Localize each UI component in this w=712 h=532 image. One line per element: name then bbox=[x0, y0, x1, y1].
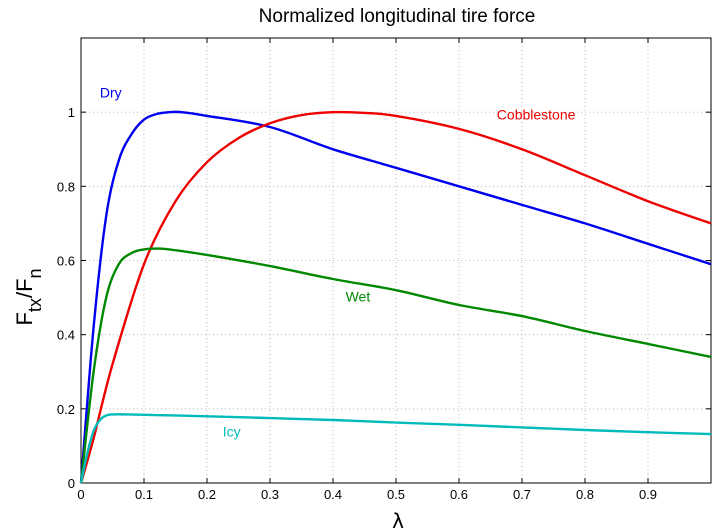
y-tick-label: 1 bbox=[68, 105, 75, 120]
series-line-cobblestone bbox=[79, 110, 712, 484]
x-tick-label: 0.8 bbox=[576, 487, 594, 502]
y-tick-label: 0.8 bbox=[57, 179, 75, 194]
y-label-sep: /F bbox=[12, 278, 37, 298]
annotation-dry: Dry bbox=[100, 84, 122, 100]
y-axis-label: Ftx/Fn bbox=[12, 268, 45, 325]
x-tick-label: 0.1 bbox=[135, 487, 153, 502]
annotation-cobblestone: Cobblestone bbox=[497, 107, 576, 123]
y-label-main: F bbox=[12, 312, 37, 325]
y-tick-label: 0.4 bbox=[57, 328, 75, 343]
x-tick-label: 0.5 bbox=[387, 487, 405, 502]
axis-ticks: 0 0.1 0.2 0.3 0.4 0.5 0.6 0.7 0.8 0.9 0 0.2 0.4 0.6 0.… bbox=[57, 38, 711, 502]
x-axis-label: λ bbox=[392, 509, 404, 532]
x-tick-label: 0.6 bbox=[450, 487, 468, 502]
chart-title: Normalized longitudinal tire force bbox=[259, 6, 536, 27]
x-tick-label: 0.9 bbox=[639, 487, 657, 502]
series-line-wet bbox=[79, 247, 712, 484]
annotation-icy: Icy bbox=[223, 424, 241, 440]
x-tick-label: 0 bbox=[77, 487, 84, 502]
x-tick-label: 0.7 bbox=[513, 487, 531, 502]
x-tick-label: 0.2 bbox=[198, 487, 216, 502]
y-tick-label: 0.6 bbox=[57, 254, 75, 269]
x-tick-label: 0.3 bbox=[261, 487, 279, 502]
y-label-sub1: tx bbox=[25, 298, 45, 312]
series-line-dry bbox=[79, 110, 712, 484]
y-tick-label: 0.2 bbox=[57, 402, 75, 417]
series-lines bbox=[79, 110, 712, 484]
y-label-sub2: n bbox=[25, 268, 45, 278]
y-tick-label: 0 bbox=[68, 476, 75, 491]
annotation-wet: Wet bbox=[346, 288, 371, 304]
series-annotations: Dry Cobblestone Wet Icy bbox=[100, 84, 576, 439]
x-tick-label: 0.4 bbox=[324, 487, 342, 502]
series-line-icy bbox=[79, 413, 712, 484]
